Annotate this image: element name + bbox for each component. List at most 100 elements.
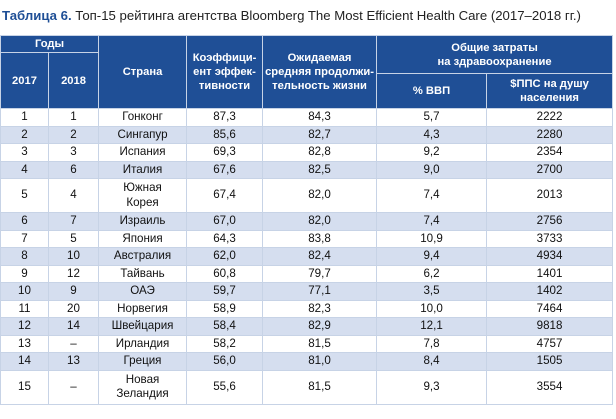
cell-r2018: 6 — [47, 160, 100, 179]
cell-country: Новая Зеландия — [98, 369, 188, 405]
cell-r2018: 9 — [47, 282, 100, 301]
cell-r2017: 6 — [0, 212, 49, 231]
table-row: 15– Новая Зеландия 55,6 81,5 9,3 3554 — [0, 369, 614, 405]
cell-country: Сингапур — [98, 125, 188, 144]
header-coef-line3: тивности — [198, 80, 251, 92]
cell-r2017: 12 — [0, 317, 49, 336]
cell-coef: 58,9 — [186, 299, 264, 318]
cell-gdp: 12,1 — [376, 317, 488, 336]
header-years: Годы — [0, 35, 100, 53]
caption-text: Топ-15 рейтинга агентства Bloomberg The … — [71, 8, 581, 23]
header-total-line1: Общие затраты — [451, 41, 538, 54]
cell-country: Греция — [98, 352, 188, 371]
cell-coef: 58,4 — [186, 317, 264, 336]
cell-ppp: 2700 — [486, 160, 614, 179]
cell-country-line1: Южная — [123, 181, 162, 194]
cell-ppp: 2354 — [486, 143, 614, 162]
cell-gdp: 4,3 — [376, 125, 488, 144]
header-life-line3: тельность жизни — [272, 80, 367, 92]
cell-life: 82,9 — [262, 317, 378, 336]
table-row: 6 7 Израиль 67,0 82,0 7,4 2756 — [0, 212, 614, 231]
cell-r2017: 3 — [0, 143, 49, 162]
header-coefficient: Коэффици- ент эффек- тивности — [186, 35, 264, 109]
caption-label: Таблица 6. — [2, 8, 72, 23]
cell-life: 82,8 — [262, 143, 378, 162]
cell-ppp: 1401 — [486, 264, 614, 283]
cell-country-line2: Зеландия — [116, 387, 169, 400]
cell-country: Норвегия — [98, 299, 188, 318]
cell-gdp: 9,2 — [376, 143, 488, 162]
cell-gdp: 6,2 — [376, 264, 488, 283]
cell-coef: 60,8 — [186, 264, 264, 283]
cell-life: 79,7 — [262, 264, 378, 283]
cell-life: 83,8 — [262, 229, 378, 248]
cell-r2017: 10 — [0, 282, 49, 301]
cell-life: 82,5 — [262, 160, 378, 179]
table-row: 14 13 Греция 56,0 81,0 8,4 1505 — [0, 352, 614, 371]
header-country: Страна — [98, 35, 188, 109]
cell-life: 81,5 — [262, 334, 378, 353]
cell-life: 82,3 — [262, 299, 378, 318]
cell-r2017: 15 — [0, 369, 49, 405]
cell-country: Ирландия — [98, 334, 188, 353]
header-total-line2: на здравоохранение — [437, 55, 552, 68]
cell-gdp: 10,0 — [376, 299, 488, 318]
cell-r2018: – — [47, 369, 100, 405]
cell-r2018: 4 — [47, 178, 100, 213]
cell-gdp: 10,9 — [376, 229, 488, 248]
cell-country: Израиль — [98, 212, 188, 231]
cell-gdp: 7,8 — [376, 334, 488, 353]
cell-country: ОАЭ — [98, 282, 188, 301]
cell-ppp: 1402 — [486, 282, 614, 301]
cell-life: 84,3 — [262, 108, 378, 127]
table-row: 13– Ирландия 58,2 81,5 7,8 4757 — [0, 334, 614, 353]
cell-life: 82,7 — [262, 125, 378, 144]
cell-gdp: 7,4 — [376, 212, 488, 231]
cell-country: Швейцария — [98, 317, 188, 336]
cell-r2018: 12 — [47, 264, 100, 283]
header-2018: 2018 — [47, 52, 100, 109]
cell-gdp: 8,4 — [376, 352, 488, 371]
cell-r2018: 3 — [47, 143, 100, 162]
cell-ppp: 3554 — [486, 369, 614, 405]
header-coef-line2: ент эффек- — [193, 66, 256, 78]
cell-r2017: 1 — [0, 108, 49, 127]
cell-ppp: 3733 — [486, 229, 614, 248]
cell-ppp: 2013 — [486, 178, 614, 213]
table-row: 12 14 Швейцария 58,4 82,9 12,1 9818 — [0, 317, 614, 336]
cell-r2017: 8 — [0, 247, 49, 266]
table-caption: Таблица 6. Топ-15 рейтинга агентства Blo… — [2, 8, 614, 23]
cell-life: 81,5 — [262, 369, 378, 405]
cell-country: Австралия — [98, 247, 188, 266]
cell-gdp: 7,4 — [376, 178, 488, 213]
table-row: 1 1 Гонконг 87,3 84,3 5,7 2222 — [0, 108, 614, 127]
cell-ppp: 4934 — [486, 247, 614, 266]
cell-r2018: 14 — [47, 317, 100, 336]
ranking-table: Годы Страна Коэффици- ент эффек- тивност… — [0, 35, 614, 405]
cell-coef: 69,3 — [186, 143, 264, 162]
cell-ppp: 2222 — [486, 108, 614, 127]
cell-gdp: 9,0 — [376, 160, 488, 179]
cell-country: Италия — [98, 160, 188, 179]
cell-ppp: 4757 — [486, 334, 614, 353]
cell-country-line2: Корея — [126, 195, 159, 209]
cell-coef: 67,0 — [186, 212, 264, 231]
cell-coef: 62,0 — [186, 247, 264, 266]
cell-r2017: 11 — [0, 299, 49, 318]
table-row: 8 10 Австралия 62,0 82,4 9,4 4934 — [0, 247, 614, 266]
cell-life: 77,1 — [262, 282, 378, 301]
cell-r2017: 14 — [0, 352, 49, 371]
cell-ppp: 2280 — [486, 125, 614, 144]
cell-r2017: 5 — [0, 178, 49, 213]
table-row: 9 12 Тайвань 60,8 79,7 6,2 1401 — [0, 264, 614, 283]
cell-country: Южная Корея — [98, 178, 188, 213]
cell-life: 82,4 — [262, 247, 378, 266]
header-life-line2: средняя продолжи- — [265, 66, 374, 78]
table-row: 3 3 Испания 69,3 82,8 9,2 2354 — [0, 143, 614, 162]
header-2017: 2017 — [0, 52, 49, 109]
cell-life: 82,0 — [262, 178, 378, 213]
header-total-costs: Общие затраты на здравоохранение — [376, 35, 614, 74]
cell-country: Гонконг — [98, 108, 188, 127]
header-life-line1: Ожидаемая — [287, 52, 352, 64]
cell-r2018: 20 — [47, 299, 100, 318]
